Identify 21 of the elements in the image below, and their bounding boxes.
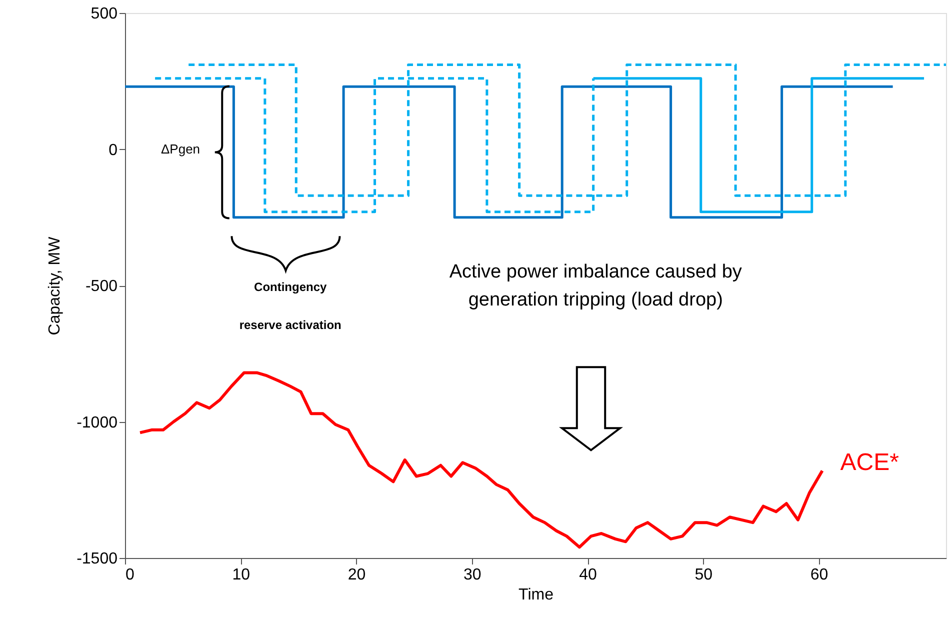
series-label: ACE*	[840, 448, 899, 476]
x-tick-label: 20	[348, 566, 366, 584]
y-tick-label: -1000	[76, 414, 118, 432]
annotation: generation tripping (load drop)	[468, 289, 723, 310]
x-tick-label: 0	[126, 566, 134, 584]
x-tick-label: 60	[810, 566, 828, 584]
annotation: ΔPgen	[160, 141, 200, 156]
line-series	[138, 371, 824, 549]
y-tick-label: -1500	[76, 550, 118, 568]
y-tick-label: -500	[85, 278, 118, 295]
y-tick-label: 0	[108, 142, 118, 159]
x-tick-label: 40	[579, 566, 598, 584]
x-tick-label: 50	[694, 566, 713, 584]
annotation: Active power imbalance caused by	[449, 262, 742, 283]
y-axis-title: Capacity, MW	[46, 236, 64, 336]
x-tick-label: 30	[464, 566, 482, 584]
annotation: Contingency	[254, 280, 328, 294]
x-tick-label: 10	[232, 566, 250, 584]
x-axis-title: Time	[518, 586, 554, 604]
annotation: reserve activation	[239, 318, 342, 332]
y-tick-label: 500	[90, 6, 118, 22]
